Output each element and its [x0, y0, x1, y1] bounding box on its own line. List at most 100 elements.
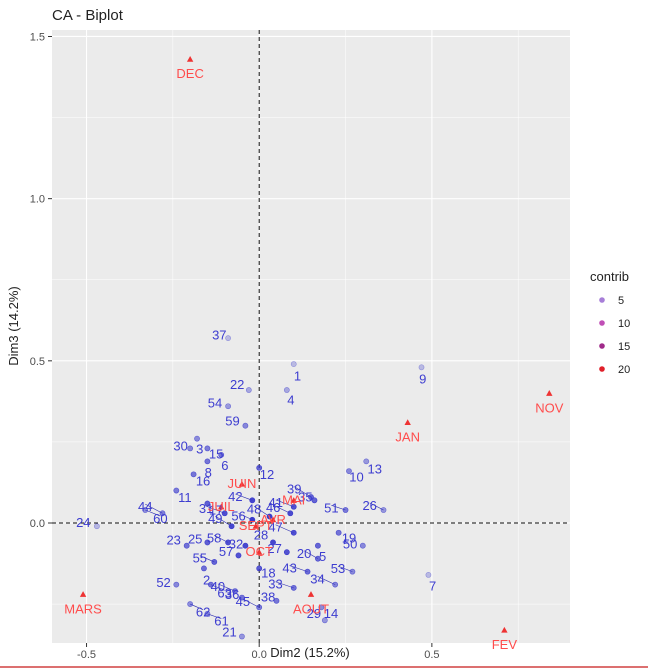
- row-point: [363, 458, 370, 465]
- row-label: 58: [207, 530, 221, 545]
- row-label: 15: [209, 446, 223, 461]
- row-label: 27: [267, 541, 281, 556]
- row-label: 20: [297, 546, 311, 561]
- label-connector: [235, 493, 253, 501]
- row-label: 62: [196, 605, 210, 620]
- row-point: [290, 584, 297, 591]
- row-point: [239, 594, 245, 601]
- row-point: [273, 597, 280, 604]
- legend-label: 20: [618, 364, 630, 376]
- x-tick-label: 0.0: [252, 649, 267, 661]
- label-connector: [206, 505, 225, 514]
- row-label: 44: [138, 499, 152, 514]
- row-label: 25: [188, 532, 202, 547]
- row-point: [283, 387, 290, 393]
- column-label: JAN: [395, 429, 420, 444]
- row-point: [304, 568, 311, 575]
- y-axis-title: Dim3 (14.2%): [6, 286, 21, 365]
- column-point: [256, 548, 263, 555]
- column-point: [290, 497, 297, 503]
- row-label: 24: [76, 515, 90, 530]
- label-connector: [275, 499, 294, 508]
- row-label: 41: [269, 495, 283, 510]
- row-point: [349, 568, 356, 575]
- column-point: [252, 523, 259, 529]
- column-label: JUIN: [227, 476, 256, 491]
- column-point: [79, 591, 87, 597]
- row-label: 12: [260, 467, 274, 482]
- row-point: [228, 523, 235, 530]
- row-label: 13: [368, 461, 382, 476]
- row-label: 51: [324, 500, 338, 515]
- x-tick-label: -0.5: [77, 649, 96, 661]
- column-label: MAI: [282, 492, 305, 507]
- x-tick-label: 0.5: [424, 649, 439, 661]
- row-label: 49: [208, 511, 222, 526]
- row-label: 34: [310, 571, 324, 586]
- row-label: 3: [196, 442, 203, 457]
- row-point: [211, 559, 218, 565]
- row-label: 29: [307, 606, 321, 621]
- column-point: [269, 516, 277, 523]
- chart-title: CA - Biplot: [52, 7, 124, 24]
- row-label: 4: [287, 393, 294, 408]
- row-label: 40: [211, 579, 225, 594]
- row-label: 52: [156, 575, 170, 590]
- row-point: [173, 581, 180, 588]
- legend-label: 5: [618, 295, 624, 307]
- plot-panel: [52, 30, 570, 643]
- y-tick-label: 0.0: [30, 518, 45, 530]
- row-point: [204, 610, 211, 617]
- row-point: [311, 497, 318, 504]
- legend-marker: [599, 366, 605, 372]
- row-point: [225, 539, 232, 546]
- row-point: [183, 542, 190, 549]
- row-point: [318, 604, 325, 611]
- row-point: [201, 565, 207, 572]
- row-point: [418, 364, 425, 371]
- row-label: 10: [349, 469, 363, 484]
- row-point: [204, 458, 211, 465]
- row-label: 42: [228, 489, 242, 504]
- x-axis-ticks: -0.5 0.0 0.5: [77, 643, 440, 661]
- row-point: [235, 552, 242, 559]
- row-point: [204, 445, 211, 452]
- row-point: [207, 581, 214, 588]
- row-point: [204, 539, 211, 546]
- row-label: 2: [203, 573, 210, 588]
- column-labels: DEC NOV JAN JUIN MAI AVR JUIL SEPT OCT AOUT MARS FE…: [64, 66, 563, 652]
- row-point: [187, 445, 194, 452]
- row-label: 50: [343, 536, 357, 551]
- row-label: 43: [282, 561, 296, 576]
- column-label: FEV: [492, 637, 518, 652]
- column-points: [79, 55, 553, 633]
- legend: contrib 5 10 15 20: [590, 269, 630, 376]
- column-point: [546, 390, 553, 396]
- column-label: NOV: [535, 400, 564, 415]
- reference-lines: [52, 30, 570, 643]
- row-point: [190, 471, 197, 478]
- label-connector: [275, 581, 294, 589]
- row-point: [287, 510, 294, 517]
- column-point: [186, 55, 194, 62]
- row-label: 35: [298, 489, 312, 504]
- row-point: [159, 510, 166, 517]
- legend-label: 15: [618, 341, 630, 353]
- row-point: [315, 555, 321, 562]
- row-point: [232, 588, 238, 595]
- legend-entries: 5 10 15 20: [599, 295, 630, 376]
- row-point: [221, 510, 228, 517]
- label-connector: [289, 565, 308, 572]
- row-label: 53: [331, 561, 345, 576]
- row-label: 5: [319, 549, 326, 564]
- y-tick-label: 1.0: [30, 194, 45, 206]
- row-label: 45: [236, 594, 250, 609]
- column-label: AOUT: [293, 601, 329, 616]
- column-label: AVR: [260, 512, 286, 527]
- row-point: [266, 513, 273, 520]
- column-label: JUIL: [208, 499, 235, 514]
- row-point: [239, 633, 245, 640]
- row-label: 38: [261, 589, 275, 604]
- row-label: 61: [214, 614, 228, 629]
